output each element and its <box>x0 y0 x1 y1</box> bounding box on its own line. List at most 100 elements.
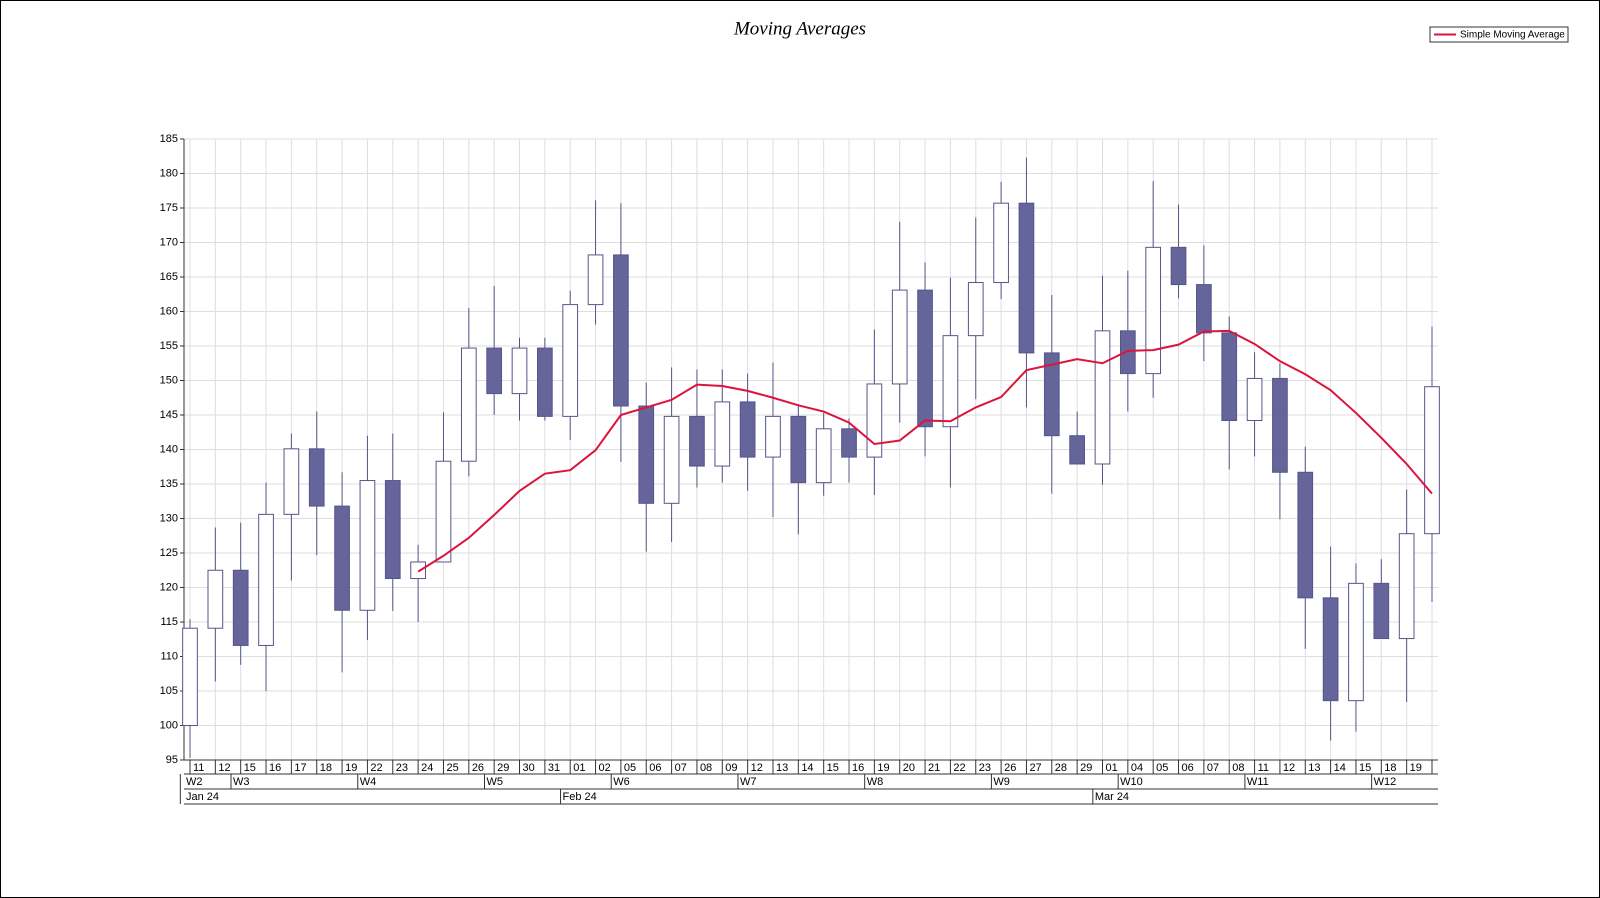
y-tick-label: 155 <box>160 340 178 352</box>
x-tick-label: 12 <box>751 762 763 774</box>
candle-body <box>613 254 629 407</box>
x-tick-label: 13 <box>1308 762 1320 774</box>
candle-body <box>308 448 325 507</box>
x-tick-label: 17 <box>294 762 306 774</box>
y-tick-label: 145 <box>160 409 178 421</box>
candle-body <box>562 304 579 417</box>
week-label: W12 <box>1374 776 1397 788</box>
x-tick-label: 24 <box>421 762 433 774</box>
y-tick-label: 180 <box>160 167 178 179</box>
candle-body <box>866 383 883 458</box>
x-tick-label: 16 <box>269 762 281 774</box>
candle-body <box>917 289 933 428</box>
candle-body <box>993 202 1009 284</box>
week-label: W10 <box>1120 776 1143 788</box>
y-tick-label: 130 <box>160 512 178 524</box>
y-tick-label: 115 <box>160 616 178 628</box>
candle-body <box>460 347 477 462</box>
candle-body <box>587 254 604 306</box>
candle-body <box>815 428 832 484</box>
x-tick-label: 21 <box>928 762 940 774</box>
x-tick-label: 29 <box>1080 762 1092 774</box>
x-tick-label: 01 <box>1105 762 1117 774</box>
month-label: Jan 24 <box>186 791 219 803</box>
candle-body <box>1297 471 1314 599</box>
week-label: W7 <box>740 776 757 788</box>
x-tick-label: 29 <box>497 762 509 774</box>
y-tick-label: 125 <box>160 547 178 559</box>
x-tick-label: 07 <box>1207 762 1219 774</box>
x-tick-label: 25 <box>446 762 458 774</box>
week-label: W11 <box>1247 776 1269 788</box>
y-tick-label: 175 <box>160 202 178 214</box>
candle-body <box>207 569 224 629</box>
candle-body <box>486 347 503 395</box>
candle-body <box>1145 246 1162 375</box>
y-tick-label: 170 <box>160 236 178 248</box>
candle-body <box>359 480 376 611</box>
x-tick-label: 06 <box>1182 762 1194 774</box>
candle-body <box>765 415 781 458</box>
candle-body <box>1069 435 1085 465</box>
y-tick-label: 110 <box>160 650 178 662</box>
x-tick-label: 26 <box>472 762 484 774</box>
candle-body <box>1398 533 1415 640</box>
moving-average-line <box>417 329 1433 573</box>
week-label: W3 <box>233 776 250 788</box>
y-tick-label: 100 <box>160 719 178 731</box>
candle-body <box>1094 330 1111 465</box>
x-tick-label: 12 <box>1283 762 1295 774</box>
x-tick-label: 15 <box>244 762 256 774</box>
candle-body <box>739 401 756 458</box>
x-tick-label: 15 <box>827 762 839 774</box>
x-tick-label: 28 <box>1055 762 1067 774</box>
x-tick-label: 04 <box>1131 762 1143 774</box>
y-tick-label: 140 <box>160 443 178 455</box>
x-tick-label: 08 <box>1232 762 1244 774</box>
candle-body <box>1043 352 1060 437</box>
y-tick-label: 120 <box>160 581 178 593</box>
y-tick-label: 135 <box>160 478 178 490</box>
candle-body <box>232 569 249 646</box>
x-tick-label: 02 <box>599 762 611 774</box>
x-tick-label: 13 <box>776 762 788 774</box>
x-tick-label: 19 <box>877 762 889 774</box>
x-tick-label: 16 <box>852 762 864 774</box>
x-tick-label: 26 <box>1004 762 1016 774</box>
x-tick-label: 09 <box>725 762 737 774</box>
candle-body <box>638 405 655 504</box>
candle-body <box>790 415 807 484</box>
x-tick-label: 11 <box>1258 762 1269 774</box>
y-tick-label: 150 <box>160 374 178 386</box>
candle-body <box>1119 330 1136 375</box>
x-tick-label: 11 <box>193 762 204 774</box>
candle-body <box>410 561 426 580</box>
x-tick-label: 05 <box>1156 762 1168 774</box>
candle-body <box>891 289 908 385</box>
x-tick-label: 19 <box>1410 762 1422 774</box>
week-label: W4 <box>360 776 377 788</box>
x-tick-label: 20 <box>903 762 915 774</box>
x-tick-label: 18 <box>1384 762 1396 774</box>
candle-body <box>1373 582 1390 640</box>
candle-body <box>182 627 198 727</box>
x-tick-label: 30 <box>523 762 535 774</box>
x-tick-label: 19 <box>345 762 357 774</box>
candle-body <box>1424 386 1440 535</box>
x-tick-label: 23 <box>396 762 408 774</box>
week-label: W8 <box>867 776 884 788</box>
x-tick-label: 22 <box>370 762 382 774</box>
legend-label: Simple Moving Average <box>1460 30 1565 41</box>
candle-body <box>1272 377 1288 473</box>
candle-body <box>511 347 528 395</box>
x-tick-label: 14 <box>801 762 813 774</box>
x-tick-label: 08 <box>700 762 712 774</box>
y-tick-label: 95 <box>166 754 178 766</box>
x-tick-label: 22 <box>953 762 965 774</box>
y-tick-label: 160 <box>160 305 178 317</box>
week-label: W2 <box>186 776 203 788</box>
candle-body <box>258 513 274 646</box>
month-label: Feb 24 <box>563 791 597 803</box>
month-label: Mar 24 <box>1095 791 1129 803</box>
candle-body <box>537 347 553 417</box>
